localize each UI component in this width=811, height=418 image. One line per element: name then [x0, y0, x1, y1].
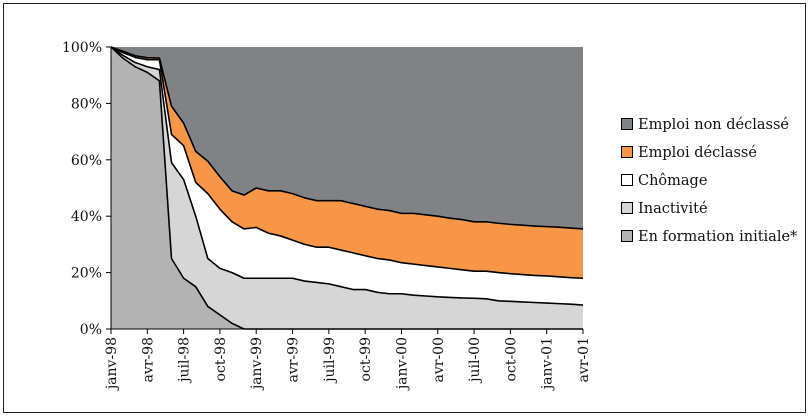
x-tick-label: juil-00 [467, 337, 483, 384]
x-tick-label: oct-99 [358, 337, 374, 381]
legend-label: Inactivité [638, 201, 708, 217]
y-tick-label: 40% [71, 209, 102, 225]
x-tick-label: avr-01 [576, 337, 592, 383]
legend-swatch [622, 203, 633, 214]
x-tick-label: janv-98 [104, 337, 120, 391]
x-tick-label: janv-99 [249, 337, 265, 391]
y-axis-ticks: 0% 20% 40% 60% 80% 100% [62, 40, 111, 338]
x-tick-label: oct-98 [213, 337, 229, 381]
legend-label: Emploi non déclassé [638, 117, 789, 133]
x-tick-label: janv-00 [394, 337, 410, 391]
legend-label: En formation initiale* [638, 229, 798, 245]
x-tick-label: juil-99 [322, 337, 338, 384]
x-tick-label: juil-98 [177, 337, 193, 384]
chart-frame: 0% 20% 40% 60% 80% 100% janv-98 avr-98 juil-98 o… [3, 3, 806, 413]
legend-item-emploi-non-declasse: Emploi non déclassé [622, 117, 789, 133]
legend-label: Emploi déclassé [638, 145, 757, 161]
plot-areas [111, 47, 583, 329]
legend-swatch [622, 119, 633, 130]
y-tick-label: 100% [62, 40, 102, 56]
x-tick-label: avr-99 [286, 337, 302, 383]
legend-item-inactivite: Inactivité [622, 201, 708, 217]
y-tick-label: 20% [71, 266, 102, 282]
legend-item-en-formation-initiale: En formation initiale* [622, 229, 799, 245]
legend-swatch [622, 147, 633, 158]
y-tick-label: 0% [80, 322, 102, 338]
legend-item-emploi-declasse: Emploi déclassé [622, 145, 757, 161]
legend-item-chomage: Chômage [622, 173, 708, 189]
x-tick-label: oct-00 [503, 337, 519, 381]
y-tick-label: 80% [71, 96, 102, 112]
legend-swatch [622, 175, 633, 186]
legend: Emploi non déclassé Emploi déclassé Chômag… [622, 117, 799, 245]
x-tick-label: avr-00 [431, 337, 447, 383]
x-tick-label: avr-98 [140, 337, 156, 383]
legend-swatch [622, 231, 633, 242]
legend-label: Chômage [638, 173, 707, 189]
x-axis-ticks: janv-98 avr-98 juil-98 oct-98 janv-99 avr-99 j… [104, 329, 592, 391]
x-tick-label: janv-01 [540, 337, 556, 391]
chart-svg: 0% 20% 40% 60% 80% 100% janv-98 avr-98 juil-98 o… [4, 4, 807, 414]
y-tick-label: 60% [71, 153, 102, 169]
